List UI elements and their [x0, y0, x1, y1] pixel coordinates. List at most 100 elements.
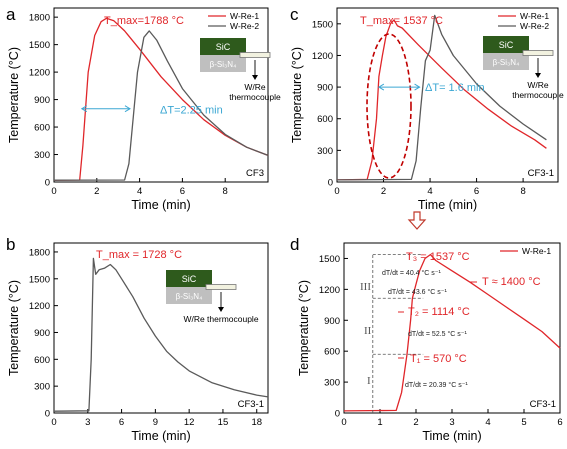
arrowhead-left-icon	[377, 83, 385, 91]
y-tick-label: 900	[34, 95, 50, 106]
temperature-annotation: T₃ = 1537 °C	[406, 251, 470, 263]
legend-label: W-Re-1	[522, 246, 551, 256]
panel-letter-b: b	[6, 235, 15, 254]
y-tick-label: 300	[34, 382, 50, 393]
x-tick-label: 0	[341, 417, 346, 428]
x-tick-label: 12	[184, 417, 195, 428]
panel-letter-d: d	[290, 235, 299, 254]
x-tick-label: 6	[119, 417, 124, 428]
x-tick-label: 1	[377, 417, 382, 428]
delta-t-label: ΔT= 1.6 min	[425, 82, 485, 94]
y-tick-label: 1500	[312, 19, 333, 30]
y-tick-label: 900	[34, 328, 50, 339]
temperature-annotation: T ≈ 1400 °C	[482, 276, 541, 288]
thermocouple-label: W/Re	[527, 80, 549, 90]
si3n4-label: β-Si₃N₄	[210, 60, 237, 69]
x-tick-label: 0	[51, 417, 56, 428]
panel-letter-a: a	[6, 5, 16, 24]
x-tick-label: 0	[334, 186, 339, 197]
temperature-annotation: T₁ = 570 °C	[410, 353, 467, 365]
x-tick-label: 2	[413, 417, 418, 428]
sample-label: CF3-1	[530, 399, 556, 410]
y-tick-label: 0	[335, 409, 340, 420]
sample-label: CF3-1	[238, 399, 264, 410]
y-tick-label: 600	[34, 123, 50, 134]
y-tick-label: 1800	[29, 247, 50, 258]
thermocouple-probe	[205, 284, 237, 290]
arrowhead-left-icon	[80, 105, 88, 113]
y-axis-title: Temperature (°C)	[7, 280, 21, 376]
si3n4-layer	[483, 53, 529, 70]
series-line-temperature	[53, 257, 269, 412]
x-tick-label: 6	[557, 417, 562, 428]
plot-frame	[53, 7, 269, 183]
si3n4-label: β-Si₃N₄	[493, 58, 520, 67]
x-tick-label: 4	[137, 186, 142, 197]
series-line-w-re-1	[336, 19, 547, 181]
legend-label: W-Re-1	[520, 11, 549, 21]
y-tick-label: 900	[324, 316, 340, 327]
x-tick-label: 3	[449, 417, 454, 428]
x-tick-label: 18	[251, 417, 262, 428]
y-tick-label: 900	[317, 83, 333, 94]
thermocouple-label: W/Re thermocouple	[183, 314, 258, 324]
stage-label: II	[364, 325, 372, 337]
y-tick-label: 300	[34, 150, 50, 161]
rate-annotation: dT/dt = 52.5 °C s⁻¹	[408, 330, 467, 338]
si3n4-layer	[200, 55, 246, 72]
y-tick-label: 1200	[29, 68, 50, 79]
y-tick-label: 300	[324, 378, 340, 389]
sample-label: CF3-1	[528, 168, 554, 179]
y-tick-label: 300	[317, 146, 333, 157]
rate-annotation: dT/dt = 43.6 °C s⁻¹	[388, 288, 447, 296]
y-axis-title: Temperature (°C)	[290, 47, 304, 143]
x-tick-label: 15	[218, 417, 229, 428]
y-tick-label: 1500	[319, 254, 340, 265]
series-line-w-re-2	[53, 30, 269, 181]
si3n4-label: β-Si₃N₄	[176, 292, 203, 301]
pointer-arrow-icon	[252, 75, 258, 80]
stage-label: III	[360, 281, 371, 293]
legend-label: W-Re-1	[230, 11, 259, 21]
x-tick-label: 6	[180, 186, 185, 197]
x-tick-label: 2	[94, 186, 99, 197]
y-tick-label: 1200	[319, 285, 340, 296]
panel-d: 0 1 2 3 4 5 6 0 300 600 900 1200 1500 Time (min) Tempe…	[297, 242, 563, 443]
x-tick-label: 9	[153, 417, 158, 428]
x-tick-label: 4	[485, 417, 490, 428]
tmax-annotation: T_max=1788 °C	[104, 15, 184, 27]
x-axis-title: Time (min)	[131, 198, 190, 212]
thermocouple-probe	[522, 50, 554, 56]
sample-label: CF3	[246, 168, 264, 179]
plot-frame	[336, 7, 559, 183]
tmax-annotation: T_max= 1537 °C	[360, 15, 443, 27]
panel-b: 0 3 6 9 12 15 18 0 300 600 900 1200 1500 1800 Time (mi…	[7, 242, 269, 443]
x-axis-title: Time (min)	[131, 429, 190, 443]
x-axis-title: Time (min)	[418, 198, 477, 212]
y-tick-label: 1200	[29, 301, 50, 312]
y-tick-label: 1500	[29, 274, 50, 285]
y-tick-label: 1200	[312, 51, 333, 62]
sic-label: SiC	[182, 274, 197, 284]
x-tick-label: 6	[474, 186, 479, 197]
panel-letter-c: c	[290, 5, 299, 24]
rate-annotation: dT/dt = 40.4 °C s⁻¹	[382, 269, 441, 277]
transition-arrow-icon	[407, 211, 427, 230]
sic-layer	[483, 36, 529, 53]
delta-t-label: ΔT=2.25 min	[160, 105, 223, 117]
x-tick-label: 3	[85, 417, 90, 428]
x-tick-label: 8	[223, 186, 228, 197]
y-tick-label: 600	[34, 355, 50, 366]
thermocouple-label: W/Re	[244, 82, 266, 92]
x-tick-label: 5	[521, 417, 526, 428]
panel-c: 0 2 4 6 8 0 300 600 900 1200 1500 Time (min) Tempera…	[290, 7, 564, 212]
rate-annotation: dT/dt = 20.39 °C s⁻¹	[405, 381, 468, 389]
x-tick-label: 0	[51, 186, 56, 197]
legend-label: W-Re-2	[230, 21, 259, 31]
temperature-annotation: T₂ = 1114 °C	[408, 306, 470, 318]
x-tick-label: 8	[520, 186, 525, 197]
y-tick-label: 1800	[29, 13, 50, 24]
y-axis-title: Temperature (°C)	[297, 280, 311, 376]
plot-frame	[53, 242, 269, 414]
